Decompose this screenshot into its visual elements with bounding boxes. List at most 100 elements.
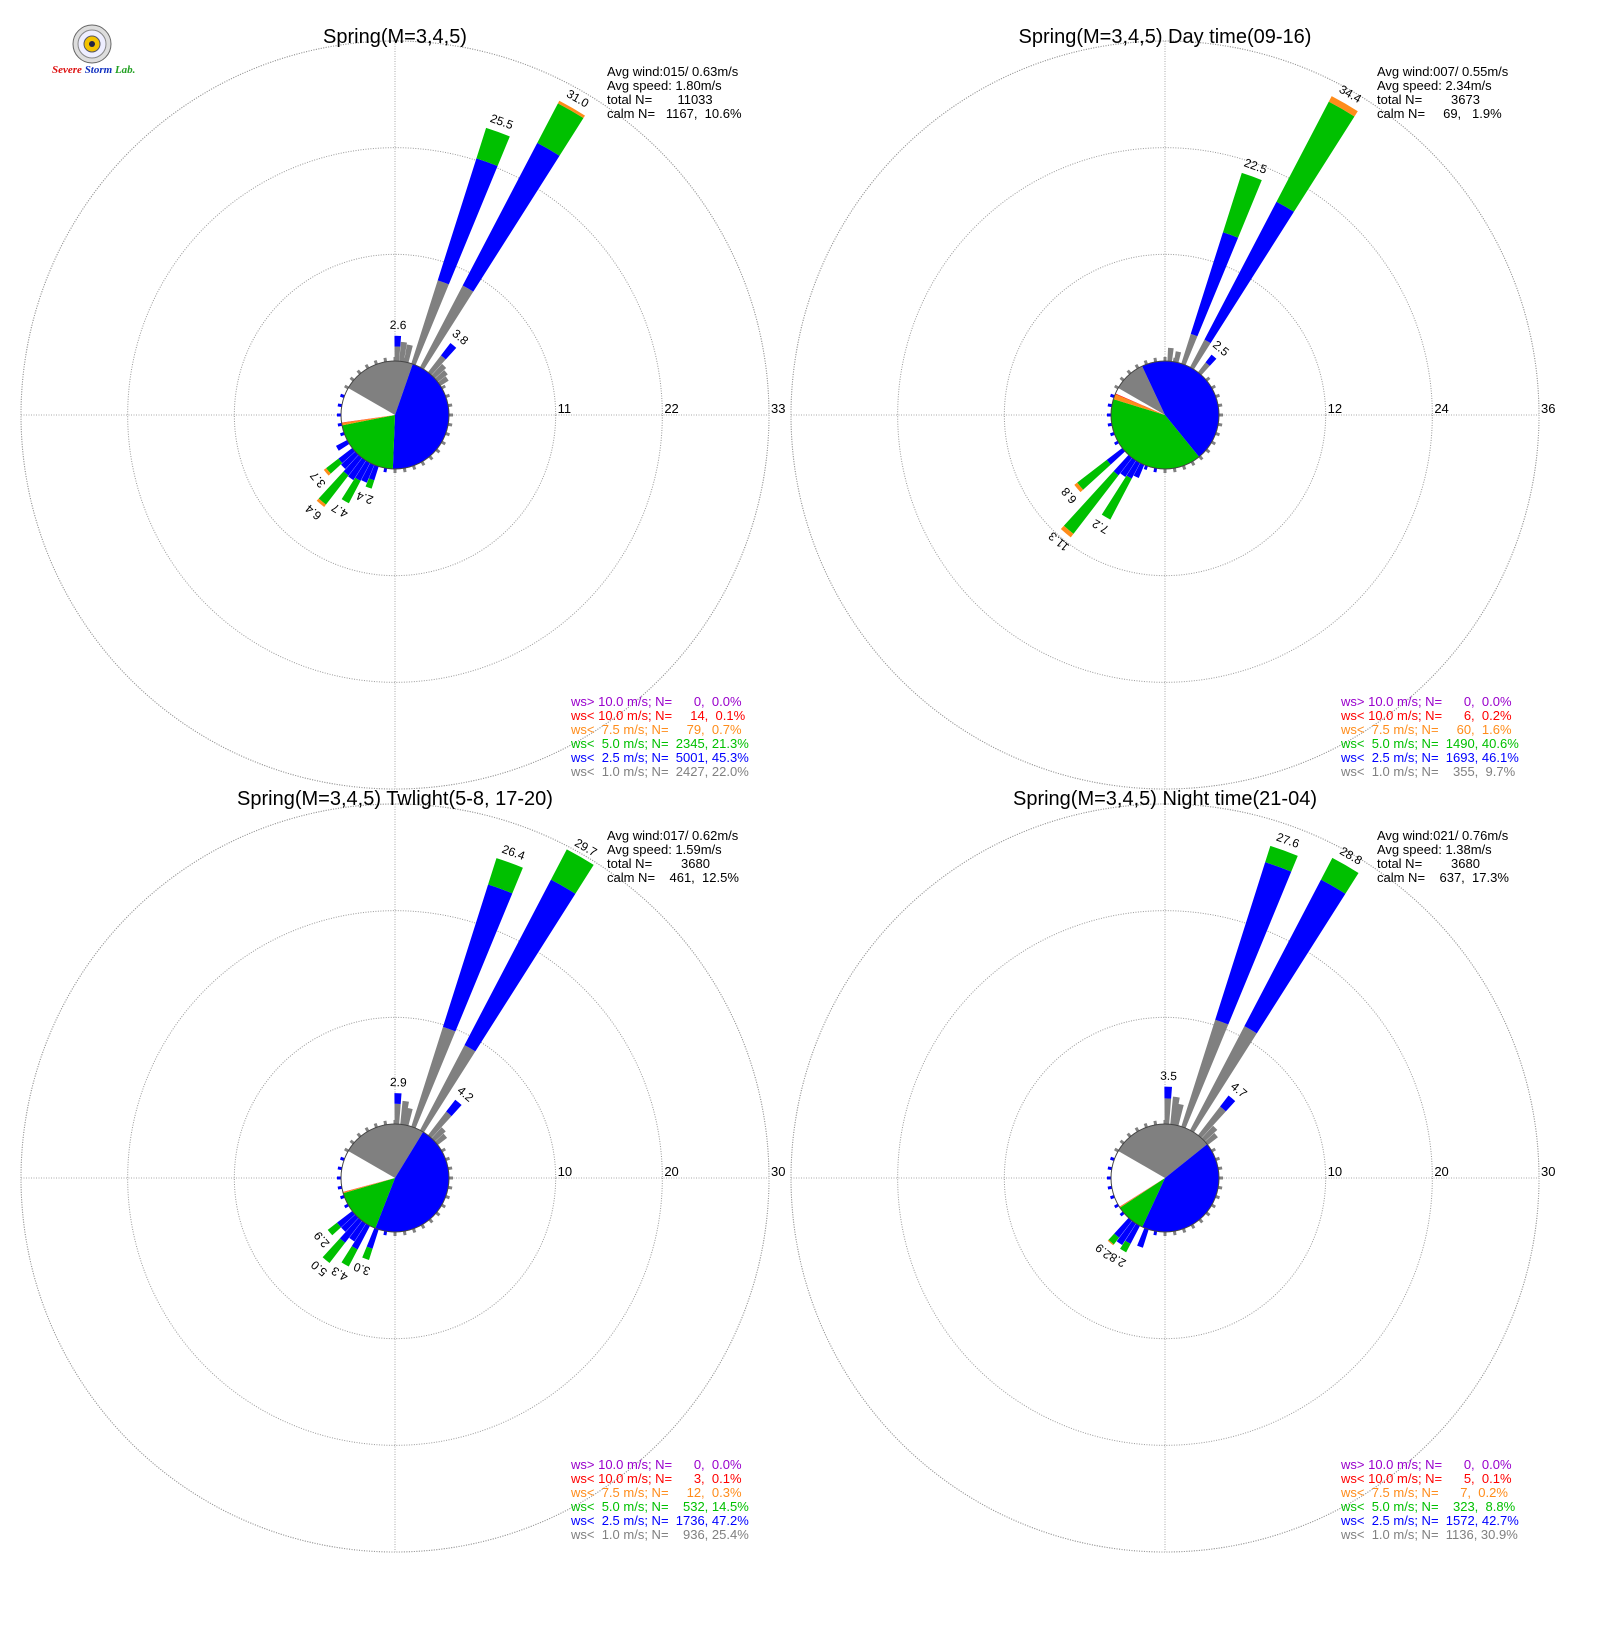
petal-segment xyxy=(1197,1106,1226,1139)
petal-value-label: 22.5 xyxy=(1242,156,1269,177)
petal-segment xyxy=(316,498,326,507)
ring-tick-label: 11 xyxy=(558,401,572,416)
rim-tick xyxy=(349,1139,355,1145)
rim-tick xyxy=(420,364,426,369)
rim-tick xyxy=(1190,1224,1196,1229)
rim-tick xyxy=(1143,465,1148,471)
rim-tick xyxy=(1109,1195,1115,1200)
rim-tick xyxy=(447,422,453,427)
petal-segment xyxy=(1190,1026,1257,1133)
petal-segment xyxy=(349,1220,366,1242)
rim-tick xyxy=(1114,440,1119,446)
rim-tick xyxy=(337,1166,343,1171)
panel-title: Spring(M=3,4,5) Night time(21-04) xyxy=(1013,788,1317,810)
rim-tick xyxy=(441,1147,446,1153)
rim-tick xyxy=(1107,422,1113,427)
rim-tick xyxy=(412,359,417,365)
legend-entry: ws< 7.5 m/s; N= 12, 0.3% xyxy=(570,1485,742,1500)
petal-segment xyxy=(420,1045,476,1133)
petal-segment xyxy=(431,1127,446,1142)
rim-tick xyxy=(1126,1218,1132,1224)
stats-line: Avg wind:021/ 0.76m/s xyxy=(1377,828,1509,843)
stats-line: calm N= 69, 1.9% xyxy=(1377,106,1502,121)
legend-entry: ws< 5.0 m/s; N= 323, 8.8% xyxy=(1340,1499,1516,1514)
rim-tick xyxy=(373,465,378,471)
rose-petal: 2.4 xyxy=(354,464,379,507)
petal-segment xyxy=(1222,172,1262,238)
rose-petal xyxy=(1116,1220,1136,1246)
rim-tick xyxy=(1134,1127,1140,1132)
petal-segment xyxy=(442,884,513,1032)
petal-segment xyxy=(365,478,375,489)
ring-tick-label: 20 xyxy=(1434,1164,1448,1179)
pie-slice xyxy=(342,1178,395,1193)
petal-segment xyxy=(340,451,359,470)
petal-segment xyxy=(1107,1239,1114,1246)
rim-tick xyxy=(1134,461,1140,466)
rim-tick xyxy=(428,369,434,375)
lab-logo xyxy=(50,24,140,84)
rim-tick xyxy=(1114,1203,1119,1209)
petal-segment xyxy=(446,1099,462,1117)
rim-tick xyxy=(1134,1224,1140,1229)
rim-tick xyxy=(1190,364,1196,369)
wind-rose-panel: 10 20 30 26.4 29.7 2.9 4.2 3.04.35.0 2.9 Spring(M… xyxy=(20,788,785,1553)
petal-segment xyxy=(1215,862,1292,1025)
rim-tick xyxy=(1143,1228,1148,1234)
rim-tick xyxy=(1215,1195,1221,1200)
legend-entry: ws< 1.0 m/s; N= 355, 9.7% xyxy=(1340,764,1516,779)
wind-rose-panel: 11 22 3325.531.02.63.82.44.76.43.7Spring(M… xyxy=(20,26,785,790)
rose-petal: 26.4 xyxy=(411,842,527,1129)
rose-petal xyxy=(400,1100,409,1125)
pie-slice xyxy=(1142,361,1219,457)
stats-line: Avg wind:017/ 0.62m/s xyxy=(607,828,739,843)
petal-segment xyxy=(431,363,447,379)
rim-tick xyxy=(1190,461,1196,466)
pie-outline xyxy=(1110,360,1220,470)
grid-ring xyxy=(1003,253,1327,577)
pie-slice xyxy=(342,1178,395,1194)
petal-segment xyxy=(1276,101,1355,212)
rim-tick xyxy=(349,1211,355,1217)
rim-tick xyxy=(1182,1228,1187,1234)
rim-tick xyxy=(1190,1127,1196,1132)
rim-tick xyxy=(441,440,446,446)
rose-petal xyxy=(361,462,375,483)
petal-segment xyxy=(326,458,343,474)
petal-segment xyxy=(1190,232,1239,337)
petal-value-label: 3.8 xyxy=(449,326,471,348)
rim-tick xyxy=(1153,1230,1158,1236)
rim-tick xyxy=(1143,359,1148,365)
rim-tick xyxy=(1172,467,1177,473)
legend-entry: ws< 1.0 m/s; N= 2427, 22.0% xyxy=(570,764,749,779)
rim-tick xyxy=(356,1132,362,1138)
petal-segment xyxy=(1265,845,1298,872)
rose-petal xyxy=(1170,1096,1180,1125)
rim-tick xyxy=(383,1230,388,1236)
petal-value-label: 6.4 xyxy=(302,501,324,523)
petal-segment xyxy=(348,457,366,481)
rim-tick xyxy=(356,455,362,461)
rim-tick xyxy=(1153,1120,1158,1126)
petal-segment xyxy=(355,460,370,481)
petal-segment xyxy=(1201,1125,1218,1142)
legend-entry: ws> 10.0 m/s; N= 0, 0.0% xyxy=(570,1457,742,1472)
petal-segment xyxy=(1164,1098,1172,1125)
petal-segment xyxy=(341,1246,358,1267)
petal-segment xyxy=(400,1100,409,1125)
legend-entry: ws< 1.0 m/s; N= 936, 25.4% xyxy=(570,1527,749,1542)
pie-slice xyxy=(1142,1144,1220,1232)
petal-segment xyxy=(323,468,331,476)
rim-tick xyxy=(1134,364,1140,369)
pie-slice xyxy=(1119,1178,1165,1208)
petal-segment xyxy=(1120,1240,1131,1253)
stats-line: calm N= 1167, 10.6% xyxy=(607,106,742,121)
logo-text-severe: Severe xyxy=(52,64,82,76)
rose-petal xyxy=(1167,347,1174,362)
pie-slice xyxy=(1115,393,1165,415)
rim-tick xyxy=(412,465,417,471)
legend-entry: ws> 10.0 m/s; N= 0, 0.0% xyxy=(570,694,742,709)
petal-segment xyxy=(343,454,363,476)
rose-petal xyxy=(348,457,366,481)
rim-tick xyxy=(1119,1211,1125,1217)
